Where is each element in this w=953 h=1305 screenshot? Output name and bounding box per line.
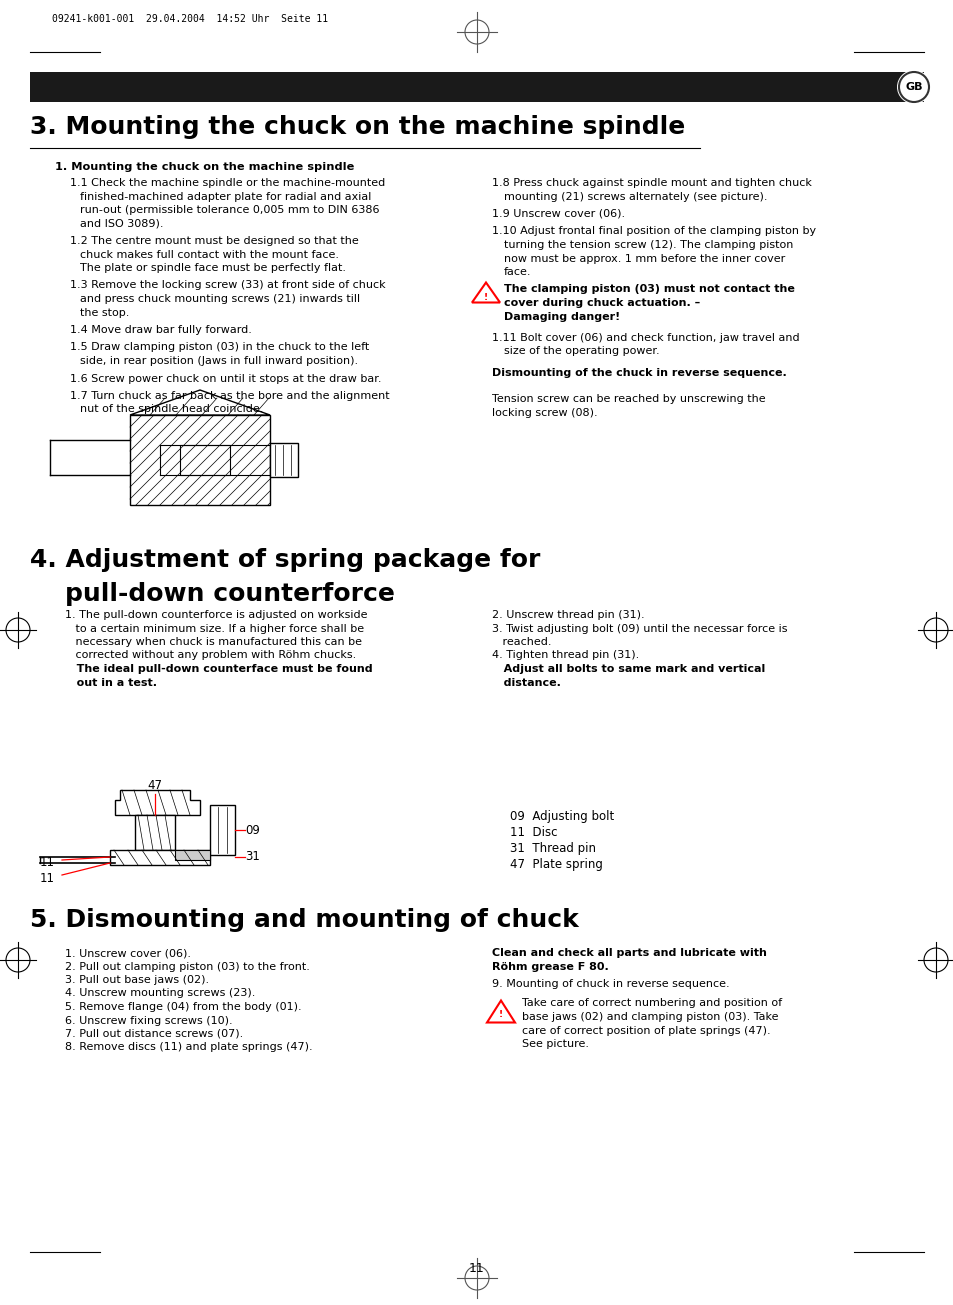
Text: 11  Disc: 11 Disc bbox=[510, 826, 557, 839]
Text: necessary when chuck is manufactured this can be: necessary when chuck is manufactured thi… bbox=[65, 637, 361, 647]
Text: 47: 47 bbox=[148, 779, 162, 792]
Text: cover during chuck actuation. –: cover during chuck actuation. – bbox=[503, 298, 700, 308]
Text: 09241-k001-001  29.04.2004  14:52 Uhr  Seite 11: 09241-k001-001 29.04.2004 14:52 Uhr Seit… bbox=[52, 14, 328, 23]
Text: !: ! bbox=[483, 294, 488, 301]
Text: Damaging danger!: Damaging danger! bbox=[503, 312, 619, 321]
Text: The clamping piston (03) must not contact the: The clamping piston (03) must not contac… bbox=[503, 284, 794, 295]
Text: Dismounting of the chuck in reverse sequence.: Dismounting of the chuck in reverse sequ… bbox=[492, 368, 786, 377]
Text: 1.3 Remove the locking screw (33) at front side of chuck: 1.3 Remove the locking screw (33) at fro… bbox=[70, 281, 385, 291]
Text: corrected without any problem with Röhm chucks.: corrected without any problem with Röhm … bbox=[65, 650, 355, 660]
Text: 09: 09 bbox=[245, 823, 259, 837]
Text: and ISO 3089).: and ISO 3089). bbox=[80, 218, 163, 228]
Text: 31  Thread pin: 31 Thread pin bbox=[510, 842, 596, 855]
Text: size of the operating power.: size of the operating power. bbox=[503, 347, 659, 356]
Text: 7. Pull out distance screws (07).: 7. Pull out distance screws (07). bbox=[65, 1030, 243, 1039]
Text: 11: 11 bbox=[469, 1262, 484, 1275]
Text: face.: face. bbox=[503, 268, 531, 277]
Circle shape bbox=[898, 72, 928, 102]
Bar bbox=[30, 72, 923, 102]
Text: Röhm grease F 80.: Röhm grease F 80. bbox=[492, 962, 608, 971]
Text: out in a test.: out in a test. bbox=[65, 677, 157, 688]
Text: 4. Adjustment of spring package for: 4. Adjustment of spring package for bbox=[30, 548, 539, 572]
Text: 2. Pull out clamping piston (03) to the front.: 2. Pull out clamping piston (03) to the … bbox=[65, 962, 310, 971]
Text: care of correct position of plate springs (47).: care of correct position of plate spring… bbox=[521, 1026, 770, 1035]
Text: 1. Mounting the chuck on the machine spindle: 1. Mounting the chuck on the machine spi… bbox=[55, 162, 354, 172]
Text: 3. Twist adjusting bolt (09) until the necessar force is: 3. Twist adjusting bolt (09) until the n… bbox=[492, 624, 786, 633]
Text: and press chuck mounting screws (21) inwards till: and press chuck mounting screws (21) inw… bbox=[80, 294, 359, 304]
Text: 11: 11 bbox=[40, 872, 55, 885]
Text: run-out (permissible tolerance 0,005 mm to DIN 6386: run-out (permissible tolerance 0,005 mm … bbox=[80, 205, 379, 215]
Text: 4. Unscrew mounting screws (23).: 4. Unscrew mounting screws (23). bbox=[65, 988, 255, 998]
Bar bbox=[180, 445, 230, 475]
Text: GB: GB bbox=[904, 82, 922, 91]
Text: pull-down counterforce: pull-down counterforce bbox=[30, 582, 395, 606]
Text: Tension screw can be reached by unscrewing the: Tension screw can be reached by unscrewi… bbox=[492, 394, 765, 405]
Text: 1.10 Adjust frontal final position of the clamping piston by: 1.10 Adjust frontal final position of th… bbox=[492, 227, 815, 236]
Text: 2. Unscrew thread pin (31).: 2. Unscrew thread pin (31). bbox=[492, 609, 644, 620]
Circle shape bbox=[896, 70, 930, 104]
Text: 1. The pull-down counterforce is adjusted on workside: 1. The pull-down counterforce is adjuste… bbox=[65, 609, 367, 620]
Text: locking screw (08).: locking screw (08). bbox=[492, 408, 597, 418]
Text: See picture.: See picture. bbox=[521, 1039, 588, 1049]
Text: nut of the spindle head coincide.: nut of the spindle head coincide. bbox=[80, 405, 263, 415]
Text: now must be approx. 1 mm before the inner cover: now must be approx. 1 mm before the inne… bbox=[503, 253, 784, 264]
Text: 4. Tighten thread pin (31).: 4. Tighten thread pin (31). bbox=[492, 650, 639, 660]
Text: Adjust all bolts to same mark and vertical: Adjust all bolts to same mark and vertic… bbox=[492, 664, 764, 673]
Polygon shape bbox=[472, 282, 499, 303]
Bar bbox=[135, 816, 174, 850]
Text: 5. Remove flange (04) from the body (01).: 5. Remove flange (04) from the body (01)… bbox=[65, 1002, 301, 1011]
Text: 1. Unscrew cover (06).: 1. Unscrew cover (06). bbox=[65, 947, 191, 958]
Text: 1.8 Press chuck against spindle mount and tighten chuck: 1.8 Press chuck against spindle mount an… bbox=[492, 177, 811, 188]
Text: turning the tension screw (12). The clamping piston: turning the tension screw (12). The clam… bbox=[503, 240, 793, 251]
Bar bbox=[270, 442, 297, 478]
Text: finished-machined adapter plate for radial and axial: finished-machined adapter plate for radi… bbox=[80, 192, 371, 201]
Text: 31: 31 bbox=[245, 851, 259, 864]
Polygon shape bbox=[115, 790, 200, 816]
Text: The plate or spindle face must be perfectly flat.: The plate or spindle face must be perfec… bbox=[80, 264, 346, 273]
Text: mounting (21) screws alternately (see picture).: mounting (21) screws alternately (see pi… bbox=[503, 192, 767, 201]
Text: !: ! bbox=[498, 1010, 502, 1019]
Text: Take care of correct numbering and position of: Take care of correct numbering and posit… bbox=[521, 998, 781, 1009]
Text: 3. Mounting the chuck on the machine spindle: 3. Mounting the chuck on the machine spi… bbox=[30, 115, 684, 140]
Text: reached.: reached. bbox=[492, 637, 551, 647]
Text: 3. Pull out base jaws (02).: 3. Pull out base jaws (02). bbox=[65, 975, 209, 985]
Text: 1.7 Turn chuck as far back as the bore and the alignment: 1.7 Turn chuck as far back as the bore a… bbox=[70, 392, 389, 401]
Text: 1.11 Bolt cover (06) and check function, jaw travel and: 1.11 Bolt cover (06) and check function,… bbox=[492, 333, 799, 343]
Bar bbox=[130, 415, 270, 505]
Text: base jaws (02) and clamping piston (03). Take: base jaws (02) and clamping piston (03).… bbox=[521, 1011, 778, 1022]
Polygon shape bbox=[130, 390, 270, 415]
Text: 1.4 Move draw bar fully forward.: 1.4 Move draw bar fully forward. bbox=[70, 325, 252, 335]
Bar bbox=[210, 805, 234, 855]
Text: the stop.: the stop. bbox=[80, 308, 130, 317]
Text: chuck makes full contact with the mount face.: chuck makes full contact with the mount … bbox=[80, 249, 338, 260]
Text: 1.1 Check the machine spindle or the machine-mounted: 1.1 Check the machine spindle or the mac… bbox=[70, 177, 385, 188]
Text: 5. Dismounting and mounting of chuck: 5. Dismounting and mounting of chuck bbox=[30, 908, 578, 932]
Text: Clean and check all parts and lubricate with: Clean and check all parts and lubricate … bbox=[492, 947, 766, 958]
Text: 09  Adjusting bolt: 09 Adjusting bolt bbox=[510, 810, 614, 823]
Text: 6. Unscrew fixing screws (10).: 6. Unscrew fixing screws (10). bbox=[65, 1015, 233, 1026]
Text: 1.6 Screw power chuck on until it stops at the draw bar.: 1.6 Screw power chuck on until it stops … bbox=[70, 373, 381, 384]
Polygon shape bbox=[486, 1001, 515, 1023]
Text: distance.: distance. bbox=[492, 677, 560, 688]
Text: 1.5 Draw clamping piston (03) in the chuck to the left: 1.5 Draw clamping piston (03) in the chu… bbox=[70, 342, 369, 352]
Text: 9. Mounting of chuck in reverse sequence.: 9. Mounting of chuck in reverse sequence… bbox=[492, 979, 729, 989]
Text: The ideal pull-down counterface must be found: The ideal pull-down counterface must be … bbox=[65, 664, 373, 673]
Text: to a certain minimum size. If a higher force shall be: to a certain minimum size. If a higher f… bbox=[65, 624, 364, 633]
Text: 1.9 Unscrew cover (06).: 1.9 Unscrew cover (06). bbox=[492, 209, 624, 219]
Text: side, in rear position (Jaws in full inward position).: side, in rear position (Jaws in full inw… bbox=[80, 356, 357, 365]
Text: 8. Remove discs (11) and plate springs (47).: 8. Remove discs (11) and plate springs (… bbox=[65, 1043, 313, 1053]
Text: 1.2 The centre mount must be designed so that the: 1.2 The centre mount must be designed so… bbox=[70, 236, 358, 247]
Text: 11: 11 bbox=[40, 856, 55, 869]
Bar bbox=[174, 850, 210, 860]
Bar bbox=[110, 850, 210, 865]
Text: 47  Plate spring: 47 Plate spring bbox=[510, 857, 602, 870]
